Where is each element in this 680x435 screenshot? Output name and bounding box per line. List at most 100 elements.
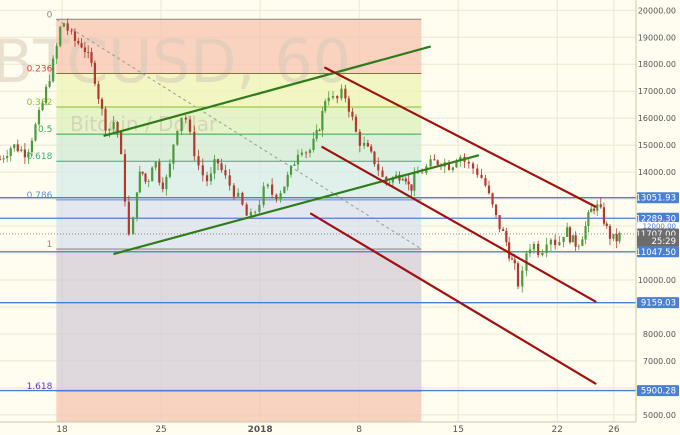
candle-body (505, 230, 508, 243)
candle-body (0, 159, 2, 161)
candle-body (404, 178, 407, 182)
candle-body (271, 184, 274, 195)
price-label-box (637, 385, 679, 397)
candle-body (421, 172, 424, 174)
trend-line[interactable] (113, 154, 480, 255)
fibonacci-level-label: 1 (47, 240, 53, 250)
candle-body (407, 181, 410, 185)
candle-body (108, 128, 111, 131)
candle-body (491, 193, 494, 205)
candle-body (138, 171, 141, 193)
price-label-box (637, 212, 679, 224)
candle-body (377, 164, 380, 171)
candle-body (197, 156, 200, 166)
candle-body (55, 45, 58, 59)
candle-body (336, 96, 339, 99)
candle-body (513, 259, 516, 264)
candle-body (618, 232, 621, 242)
candle-body (574, 235, 577, 247)
candle-body (245, 204, 248, 216)
candle-body (608, 226, 612, 239)
candle-body (228, 175, 231, 186)
candle-body (516, 263, 520, 287)
candle-body (351, 111, 354, 117)
x-tick-label: 15 (452, 425, 463, 435)
candle-body (193, 131, 196, 157)
candle-body (286, 174, 289, 187)
candle-body (87, 52, 90, 53)
y-tick-label: 15000.00 (638, 141, 676, 150)
candle-body (9, 148, 12, 156)
candle-body (23, 149, 26, 158)
candle-body (433, 159, 436, 161)
candle-body (304, 152, 308, 154)
candle-body (237, 192, 240, 197)
candle-body (100, 99, 104, 109)
x-tick-label: 22 (552, 425, 563, 435)
candle-body (180, 117, 183, 131)
trend-line[interactable] (321, 145, 597, 303)
candle-body (20, 149, 23, 152)
candle-body (602, 207, 606, 224)
fibonacci-level-label: 0.382 (27, 98, 53, 108)
price-label-text: 25:29 (652, 237, 677, 247)
candle-body (80, 43, 83, 48)
candle-body (262, 186, 265, 205)
candle-body (158, 161, 161, 183)
candle-body (147, 181, 150, 183)
fibonacci-bands (56, 19, 422, 422)
candle-body (471, 163, 475, 169)
candle-body (562, 236, 565, 243)
candle-body (528, 249, 532, 254)
candle-body (436, 160, 439, 165)
candle-body (584, 226, 587, 240)
candle-body (176, 130, 179, 145)
trend-line[interactable] (309, 212, 597, 385)
fibonacci-level-label: 1.618 (27, 382, 53, 392)
candle-body (283, 186, 286, 194)
candle-body (321, 110, 324, 131)
candle-body (184, 117, 187, 120)
candle-body (216, 159, 220, 164)
candle-body (30, 140, 34, 153)
candle-body (279, 193, 282, 200)
candle-body (220, 163, 223, 171)
candle-body (401, 178, 404, 181)
trend-lines[interactable] (103, 45, 597, 385)
candle-body (62, 23, 65, 27)
candle-body (308, 149, 312, 153)
y-tick-label: 16000.00 (638, 114, 676, 123)
candle-body (494, 204, 498, 216)
candle-body (354, 116, 358, 132)
candle-body (66, 23, 69, 31)
candle-body (70, 30, 73, 32)
candle-body (327, 97, 330, 102)
candle-body (537, 243, 540, 255)
y-tick-label: 17000.00 (638, 87, 676, 96)
candle-body (165, 176, 168, 190)
y-tick-label: 20000.00 (638, 6, 676, 15)
trend-line[interactable] (324, 66, 597, 208)
candle-body (599, 204, 602, 208)
candle-body (566, 227, 569, 237)
trend-line[interactable] (103, 45, 431, 137)
y-tick-label: 18000.00 (638, 60, 676, 69)
candle-body (154, 161, 157, 168)
price-label-text: 11047.50 (635, 248, 676, 258)
candle-body (605, 223, 608, 227)
candle-body (293, 164, 296, 166)
candle-body (416, 172, 419, 174)
candle-body (447, 162, 451, 171)
candle-body (116, 122, 119, 133)
candle-body (410, 184, 413, 191)
candle-body (93, 62, 96, 84)
candle-body (391, 177, 394, 183)
candle-body (571, 235, 574, 243)
fibonacci-band (56, 390, 422, 422)
candle-body (249, 212, 253, 216)
candle-body (484, 177, 487, 186)
x-tick-label: 25 (155, 425, 166, 435)
candle-body (266, 184, 269, 187)
